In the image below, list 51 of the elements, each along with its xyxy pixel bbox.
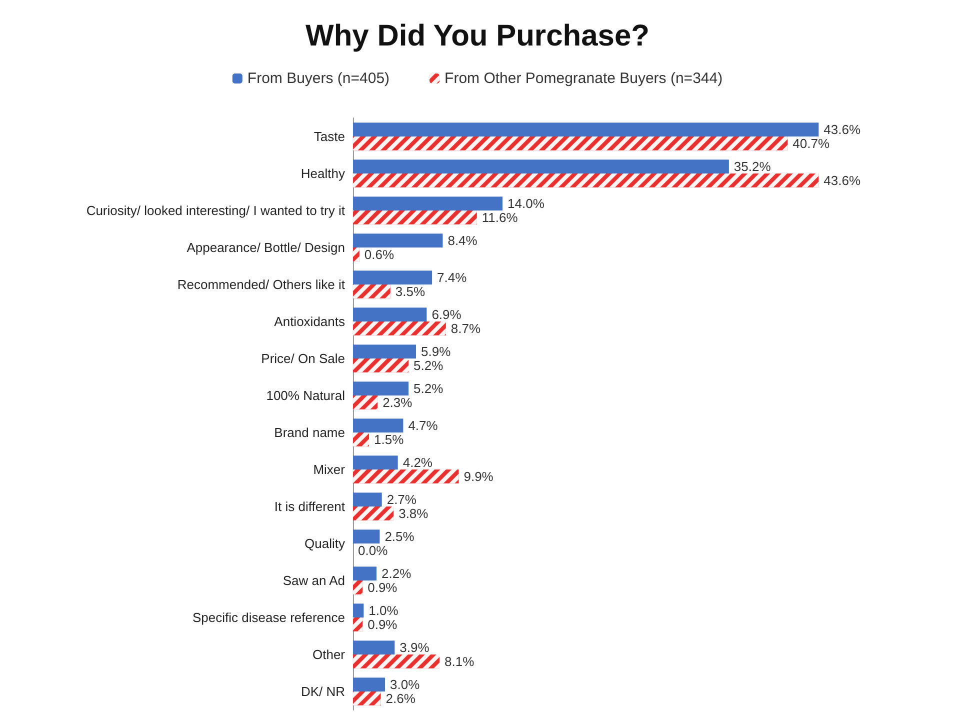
y-tick-label: Brand name — [274, 425, 345, 440]
data-label: 0.0% — [358, 542, 388, 558]
data-label: 5.2% — [414, 381, 444, 396]
data-label: 5.9% — [421, 344, 452, 360]
data-label: 1.5% — [374, 432, 404, 447]
data-label: 2.2% — [381, 566, 412, 582]
y-tick-label: Appearance/ Bottle/ Design — [186, 240, 345, 255]
legend-label: From Buyers (n=405) — [247, 70, 390, 87]
y-tick-label: Mixer — [313, 462, 346, 477]
data-label: 2.7% — [386, 492, 417, 508]
data-label: 3.0% — [390, 677, 420, 692]
data-label: 11.6% — [482, 210, 518, 225]
data-label: 40.7% — [792, 136, 830, 151]
data-label: 0.9% — [368, 616, 398, 632]
y-tick-label: Other — [312, 647, 346, 662]
data-label: 5.2% — [414, 358, 444, 373]
data-label: 0.9% — [368, 580, 398, 595]
data-label: 6.9% — [432, 307, 462, 322]
data-label: 14.0% — [508, 196, 545, 212]
y-tick-label: Antioxidants — [274, 314, 346, 329]
data-label: 2.5% — [384, 529, 415, 544]
data-label: 3.8% — [398, 506, 429, 521]
y-tick-label: Curiosity/ looked interesting/ I wanted to try it — [86, 203, 346, 218]
data-label: 7.4% — [437, 270, 468, 286]
data-label: 43.6% — [824, 122, 861, 138]
data-label: 3.5% — [395, 284, 426, 299]
y-tick-label: 100% Natural — [266, 388, 346, 403]
data-label: 8.1% — [444, 654, 475, 669]
data-label: 0.6% — [364, 246, 394, 262]
y-tick-label: Taste — [314, 129, 345, 144]
data-label: 9.9% — [464, 468, 494, 484]
chart-title: Why Did You Purchase? — [306, 20, 650, 52]
data-label: 43.6% — [824, 172, 861, 188]
y-tick-label: It is different — [274, 499, 346, 514]
y-tick-label: Saw an Ad — [282, 573, 345, 588]
data-label: 4.7% — [408, 418, 438, 434]
data-label: 4.2% — [402, 455, 433, 470]
y-tick-label: Healthy — [300, 166, 346, 181]
data-label: 8.4% — [448, 233, 478, 248]
data-label: 2.3% — [382, 394, 413, 410]
data-label: 1.0% — [368, 603, 399, 618]
legend-label: From Other Pomegranate Buyers (n=344) — [444, 70, 723, 87]
data-label: 8.7% — [450, 320, 481, 336]
y-tick-label: Recommended/ Others like it — [177, 277, 346, 292]
data-label: 2.6% — [386, 690, 416, 706]
y-tick-label: Quality — [304, 536, 346, 551]
data-label: 35.2% — [734, 159, 772, 174]
y-tick-label: Specific disease reference — [192, 610, 345, 625]
data-label: 3.9% — [400, 640, 430, 656]
y-tick-label: DK/ NR — [300, 684, 345, 699]
y-tick-label: Price/ On Sale — [261, 351, 345, 366]
